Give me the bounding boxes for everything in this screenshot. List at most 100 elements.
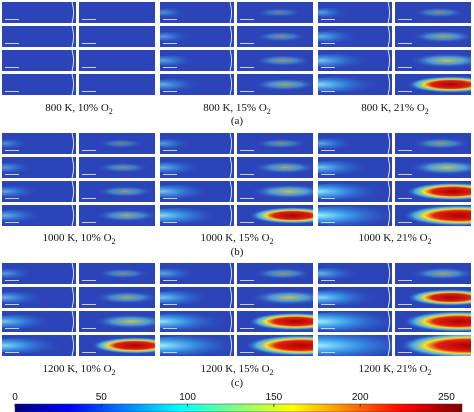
scale-bar <box>5 91 19 92</box>
flame <box>318 206 392 225</box>
image-panel <box>160 74 234 95</box>
scale-bar <box>5 328 19 329</box>
caption-subscript: 2 <box>428 368 432 377</box>
caption: 1000 K, 15% O2 <box>200 232 273 246</box>
flame <box>403 311 471 332</box>
image-panel <box>160 157 234 178</box>
image-panel <box>395 181 471 202</box>
flame <box>253 78 313 91</box>
scale-bar <box>321 19 335 20</box>
flame <box>318 160 370 175</box>
scale-bar <box>163 67 177 68</box>
image-panel <box>237 205 313 226</box>
flame <box>254 54 312 67</box>
scale-bar <box>82 304 96 305</box>
flame <box>2 209 44 222</box>
flame <box>318 30 360 43</box>
image-panel <box>395 205 471 226</box>
flame <box>251 184 313 199</box>
panel-bg <box>2 2 76 23</box>
flame <box>411 267 471 280</box>
window-edge <box>387 335 390 356</box>
image-panel <box>2 26 76 47</box>
flame <box>318 76 380 93</box>
flame <box>407 76 471 93</box>
image-panel <box>318 311 392 332</box>
scale-bar <box>321 43 335 44</box>
flame <box>2 162 34 173</box>
window-edge <box>229 335 232 356</box>
caption-subscript: 2 <box>267 107 271 116</box>
window-edge <box>229 311 232 332</box>
flame <box>399 335 471 356</box>
caption: 800 K, 21% O2 <box>361 102 429 116</box>
flame <box>160 161 202 174</box>
image-panel <box>79 133 155 154</box>
scale-bar <box>5 222 19 223</box>
scale-bar <box>163 328 177 329</box>
panel-bg <box>2 50 76 71</box>
scale-bar <box>82 67 96 68</box>
image-panel <box>237 263 313 284</box>
image-panel <box>318 50 392 71</box>
caption: 1200 K, 15% O2 <box>200 363 273 377</box>
flame <box>160 31 192 42</box>
flame <box>160 290 212 305</box>
scale-bar <box>398 91 412 92</box>
scale-bar <box>82 19 96 20</box>
scale-bar <box>398 198 412 199</box>
window-edge <box>71 335 74 356</box>
flame <box>97 268 149 279</box>
scale-bar <box>163 19 177 20</box>
colorbar <box>14 403 463 412</box>
caption-text: 800 K, 21% O <box>361 102 425 114</box>
flame <box>254 267 312 280</box>
scale-bar <box>82 43 96 44</box>
scale-bar <box>5 174 19 175</box>
panel-bg <box>2 74 76 95</box>
scale-bar <box>82 328 96 329</box>
flame <box>160 268 197 279</box>
flame <box>97 162 149 173</box>
flame <box>256 7 302 18</box>
window-edge <box>71 157 74 178</box>
caption-text: 1200 K, 15% O <box>200 363 269 375</box>
image-panel <box>395 157 471 178</box>
scale-bar <box>321 280 335 281</box>
image-panel <box>395 311 471 332</box>
scale-bar <box>163 91 177 92</box>
image-panel <box>79 181 155 202</box>
window-edge <box>229 287 232 308</box>
image-panel <box>2 205 76 226</box>
image-panel <box>160 205 234 226</box>
image-panel <box>2 2 76 23</box>
window-edge <box>387 2 390 23</box>
scale-bar <box>240 19 254 20</box>
panel-bg <box>2 133 76 154</box>
image-panel <box>395 2 471 23</box>
scale-bar <box>321 352 335 353</box>
window-edge <box>71 26 74 47</box>
image-panel <box>79 26 155 47</box>
flame <box>91 337 155 354</box>
window-edge <box>387 181 390 202</box>
image-panel <box>395 335 471 356</box>
image-panel <box>160 133 234 154</box>
flame <box>411 30 471 43</box>
image-panel <box>237 2 313 23</box>
scale-bar <box>82 280 96 281</box>
image-panel <box>2 181 76 202</box>
scale-bar <box>5 19 19 20</box>
scale-bar <box>398 19 412 20</box>
scale-bar <box>321 174 335 175</box>
flame <box>318 183 385 200</box>
scale-bar <box>398 280 412 281</box>
image-panel <box>79 205 155 226</box>
scale-bar <box>82 150 96 151</box>
caption-subscript: 2 <box>428 237 432 246</box>
flame <box>160 138 192 149</box>
scale-bar <box>240 43 254 44</box>
flame <box>2 291 44 304</box>
image-panel <box>2 335 76 356</box>
caption-subscript: 2 <box>112 237 116 246</box>
